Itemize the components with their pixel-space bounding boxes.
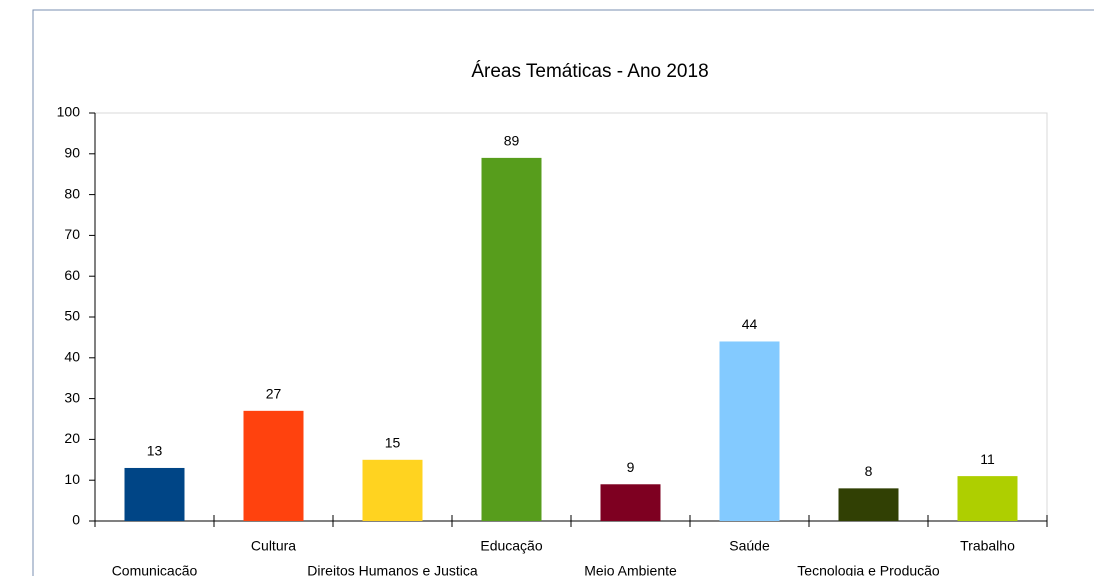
chart-title: Áreas Temáticas - Ano 2018 [471, 61, 708, 82]
value-label: 13 [147, 443, 163, 459]
y-tick-label: 40 [64, 349, 80, 365]
value-label: 89 [504, 133, 520, 149]
bar [719, 341, 780, 521]
y-tick-label: 30 [64, 389, 80, 405]
y-tick-label: 20 [64, 430, 80, 446]
y-tick-label: 90 [64, 145, 80, 161]
y-tick-label: 50 [64, 308, 80, 324]
x-tick-label: Trabalho [960, 538, 1015, 554]
value-label: 11 [980, 451, 995, 467]
value-label: 8 [865, 463, 873, 479]
y-tick-label: 0 [72, 512, 80, 528]
y-tick-label: 60 [64, 267, 80, 283]
value-label: 15 [385, 435, 401, 451]
x-tick-label: Comunicação [112, 563, 198, 576]
value-label: 9 [627, 459, 635, 475]
y-tick-label: 10 [64, 471, 80, 487]
plot-area [94, 112, 1048, 522]
frame [32, 9, 1094, 576]
bar [481, 157, 542, 521]
value-label: 44 [742, 316, 758, 332]
y-tick-label: 80 [64, 185, 80, 201]
bar [600, 484, 661, 521]
value-label: 27 [266, 386, 282, 402]
bar [362, 459, 423, 521]
x-tick-label: Educação [480, 538, 542, 554]
bar [838, 488, 899, 521]
y-tick-label: 70 [64, 226, 80, 242]
bar [124, 467, 185, 521]
bar [243, 410, 304, 521]
x-tick-label: Direitos Humanos e Justiça [307, 563, 478, 576]
x-tick-label: Tecnologia e Produção [797, 563, 940, 576]
x-tick-label: Saúde [729, 538, 770, 554]
x-tick-label: Meio Ambiente [584, 563, 677, 576]
y-tick-label: 100 [57, 104, 81, 120]
bar [957, 476, 1018, 521]
x-tick-label: Cultura [251, 538, 296, 554]
